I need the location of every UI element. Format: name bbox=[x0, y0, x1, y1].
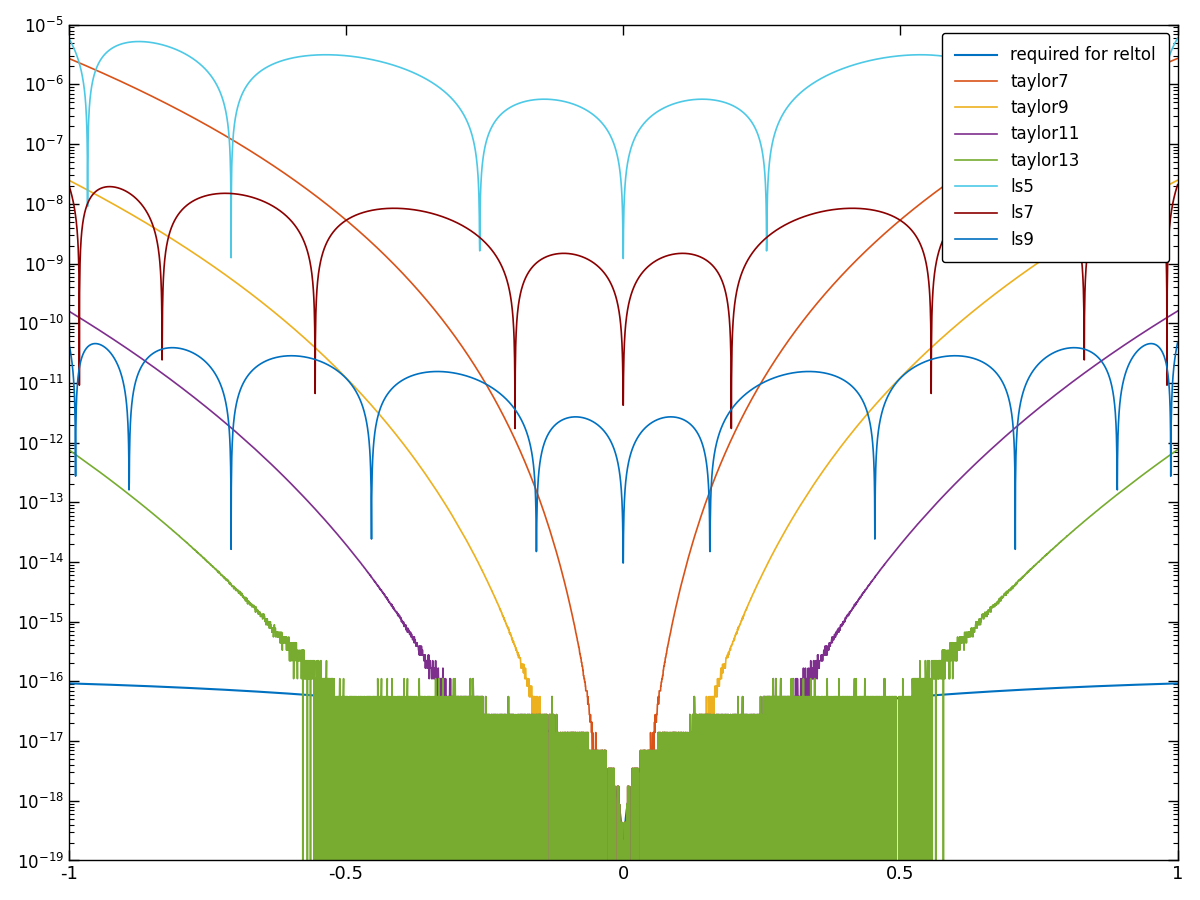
taylor9 bbox=[263, 303, 277, 314]
taylor9 bbox=[1170, 175, 1184, 185]
required for reltol bbox=[889, 693, 904, 704]
ls5 bbox=[61, 32, 76, 43]
taylor7 bbox=[727, 428, 742, 439]
taylor11 bbox=[1170, 306, 1184, 317]
Line: taylor9: taylor9 bbox=[68, 180, 1177, 900]
taylor13 bbox=[889, 691, 904, 702]
Line: required for reltol: required for reltol bbox=[68, 683, 1177, 900]
ls9 bbox=[1170, 337, 1184, 347]
required for reltol bbox=[727, 716, 742, 726]
taylor9 bbox=[485, 587, 499, 598]
Line: taylor11: taylor11 bbox=[68, 311, 1177, 900]
taylor11 bbox=[263, 458, 277, 469]
taylor7 bbox=[61, 53, 76, 64]
ls7 bbox=[508, 423, 522, 434]
ls9 bbox=[263, 354, 277, 364]
taylor9 bbox=[889, 376, 904, 387]
Line: ls9: ls9 bbox=[68, 342, 1177, 563]
ls7 bbox=[485, 246, 499, 256]
ls5 bbox=[1170, 32, 1184, 43]
Line: ls5: ls5 bbox=[68, 38, 1177, 258]
required for reltol bbox=[973, 687, 988, 698]
ls9 bbox=[485, 382, 499, 393]
Legend: required for reltol, taylor7, taylor9, taylor11, taylor13, ls5, ls7, ls9: required for reltol, taylor7, taylor9, t… bbox=[942, 33, 1169, 262]
taylor13 bbox=[263, 619, 277, 630]
ls9 bbox=[61, 337, 76, 347]
taylor13 bbox=[727, 709, 742, 720]
taylor7 bbox=[973, 155, 988, 166]
ls9 bbox=[782, 368, 797, 379]
taylor7 bbox=[485, 390, 499, 400]
taylor13 bbox=[973, 614, 988, 625]
ls5 bbox=[727, 101, 742, 112]
taylor7 bbox=[263, 158, 277, 169]
ls5 bbox=[616, 253, 630, 264]
taylor11 bbox=[61, 306, 76, 317]
required for reltol bbox=[616, 895, 630, 900]
required for reltol bbox=[1170, 678, 1184, 688]
ls9 bbox=[973, 356, 988, 366]
taylor9 bbox=[973, 300, 988, 310]
taylor11 bbox=[973, 454, 988, 464]
taylor9 bbox=[727, 633, 742, 643]
taylor11 bbox=[889, 544, 904, 555]
Line: ls7: ls7 bbox=[68, 184, 1177, 428]
taylor11 bbox=[727, 709, 742, 720]
taylor11 bbox=[782, 691, 797, 702]
ls7 bbox=[782, 217, 797, 228]
taylor7 bbox=[889, 218, 904, 229]
required for reltol bbox=[263, 687, 277, 698]
ls7 bbox=[973, 197, 988, 208]
ls5 bbox=[889, 50, 904, 61]
ls5 bbox=[485, 121, 499, 131]
ls9 bbox=[889, 377, 904, 388]
ls7 bbox=[889, 212, 904, 223]
ls7 bbox=[727, 305, 742, 316]
ls5 bbox=[973, 62, 988, 73]
taylor7 bbox=[782, 333, 797, 344]
taylor13 bbox=[61, 445, 76, 455]
ls9 bbox=[616, 558, 630, 569]
Line: taylor7: taylor7 bbox=[68, 58, 1177, 900]
ls7 bbox=[61, 179, 76, 190]
ls5 bbox=[263, 60, 277, 71]
taylor9 bbox=[61, 175, 76, 185]
ls7 bbox=[1170, 179, 1184, 190]
required for reltol bbox=[782, 705, 797, 716]
ls5 bbox=[782, 98, 797, 109]
ls7 bbox=[263, 199, 277, 210]
taylor13 bbox=[1170, 445, 1184, 455]
required for reltol bbox=[485, 711, 499, 722]
ls9 bbox=[727, 400, 742, 411]
taylor7 bbox=[1170, 53, 1184, 64]
taylor9 bbox=[782, 517, 797, 527]
taylor13 bbox=[782, 691, 797, 702]
required for reltol bbox=[61, 678, 76, 688]
Line: taylor13: taylor13 bbox=[68, 450, 1177, 900]
